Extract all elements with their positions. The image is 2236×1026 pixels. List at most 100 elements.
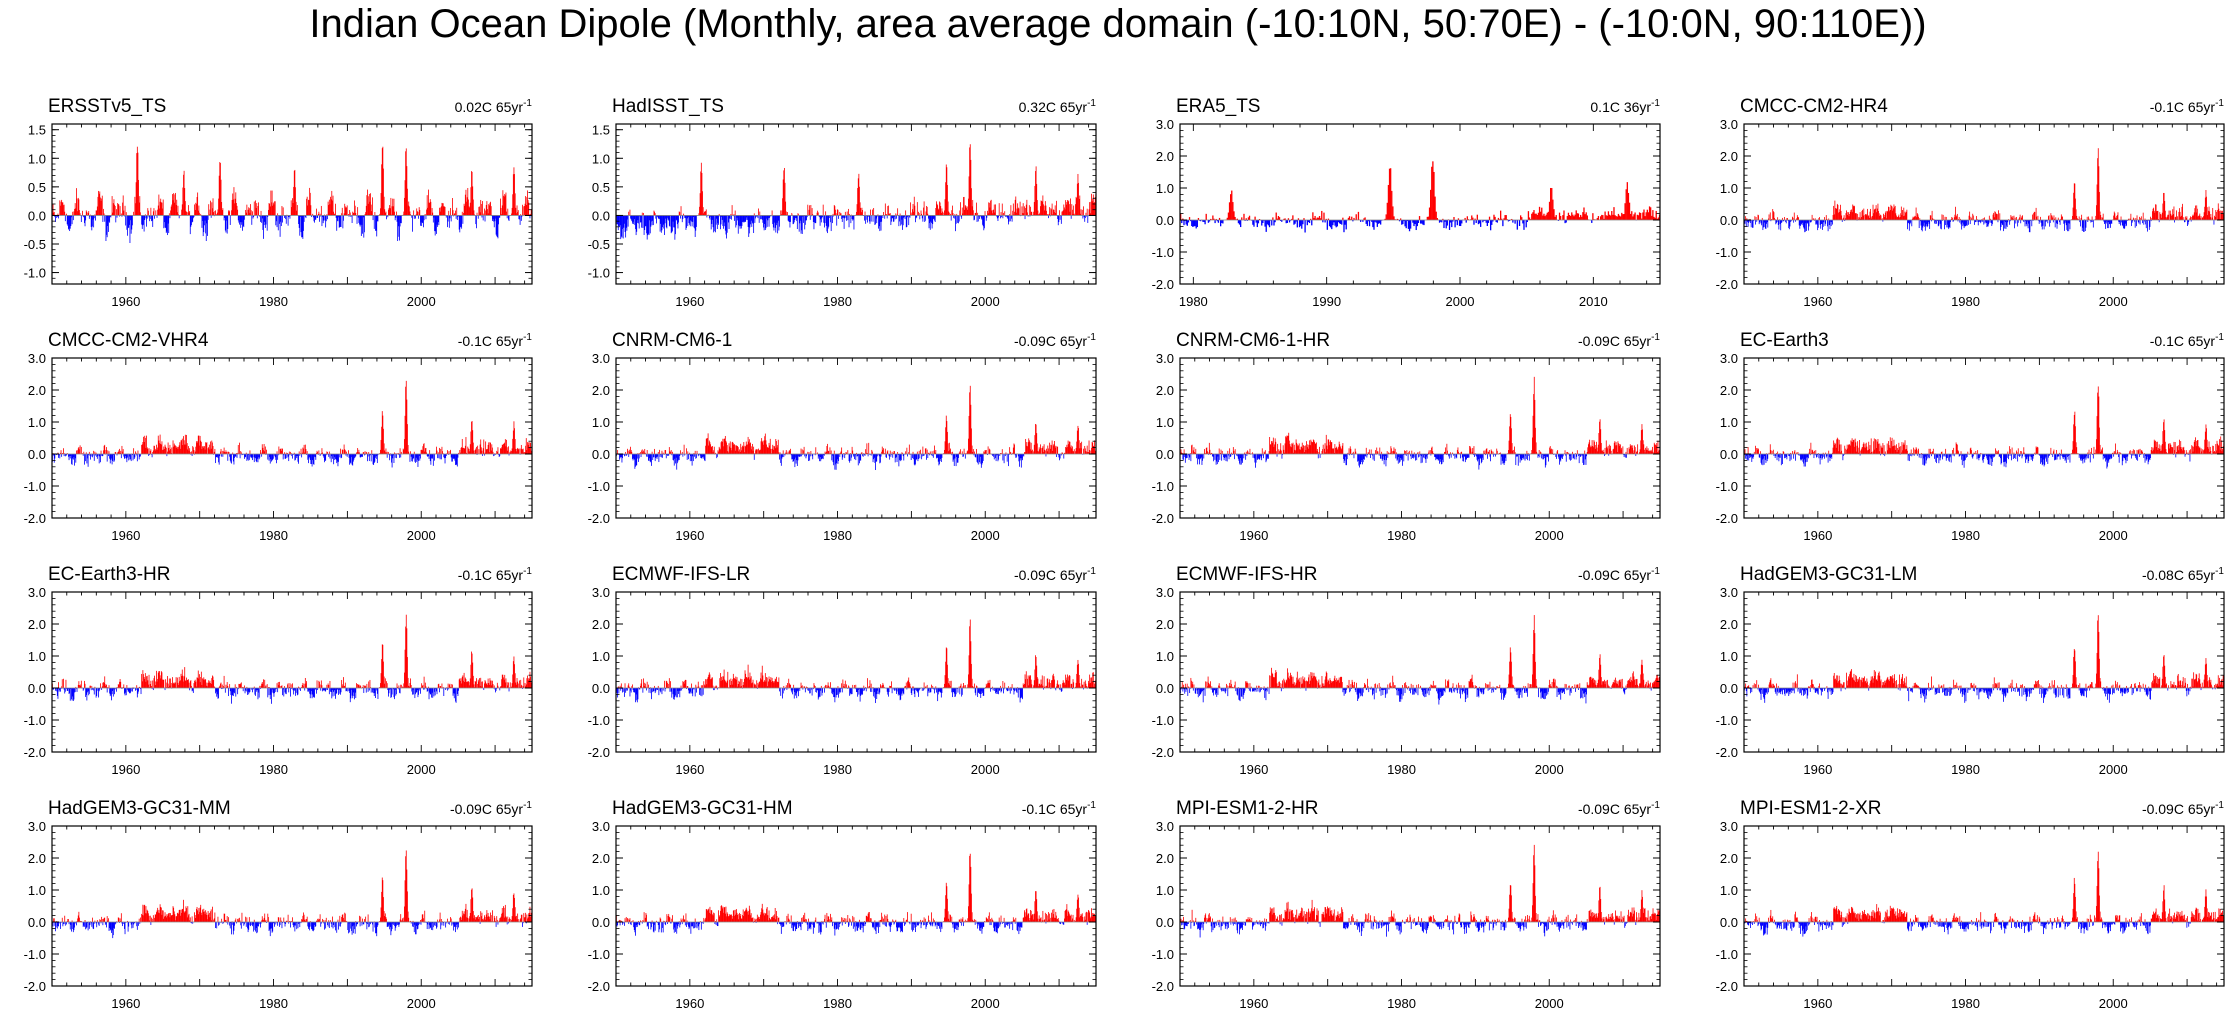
bar-positive (928, 452, 930, 454)
bar-negative (1057, 454, 1059, 455)
bar-positive (144, 435, 146, 454)
bar-positive (332, 200, 333, 216)
bar-positive (1916, 217, 1918, 220)
bar-positive (703, 213, 705, 216)
bar-positive (1900, 213, 1902, 220)
bar-negative (689, 215, 691, 225)
bar-negative (650, 215, 652, 227)
bar-positive (391, 206, 393, 216)
bar-positive (257, 206, 259, 216)
bar-negative (1776, 220, 1777, 224)
bar-negative (56, 215, 58, 218)
bar-positive (893, 451, 895, 454)
bar-negative (667, 454, 669, 456)
bar-positive (453, 213, 455, 216)
bar-negative (1001, 215, 1003, 218)
bar-positive (236, 205, 238, 216)
bar-positive (1061, 452, 1063, 454)
bar-positive (860, 212, 862, 216)
bar-positive (220, 162, 221, 216)
bar-positive (2203, 212, 2205, 220)
bar-negative (377, 454, 379, 456)
bar-negative (508, 454, 510, 456)
bar-positive (1040, 206, 1041, 216)
bar-positive (2211, 217, 2213, 220)
bar-positive (348, 214, 349, 216)
bar-negative (1745, 220, 1747, 227)
bar-positive (1897, 216, 1899, 220)
bar-negative (1203, 220, 1205, 222)
bar-negative (2029, 220, 2031, 233)
bar-negative (2134, 220, 2135, 222)
bar-positive (223, 451, 224, 454)
bar-positive (2071, 219, 2073, 220)
bar-negative (2125, 220, 2127, 227)
bar-positive (822, 204, 824, 216)
bar-negative (954, 454, 956, 459)
bar-positive (988, 202, 990, 216)
bar-positive (1026, 199, 1028, 216)
bar-negative (879, 454, 881, 464)
bar-negative (957, 454, 959, 463)
bar-positive (772, 444, 774, 454)
bar-positive (364, 451, 366, 454)
bar-positive (425, 447, 427, 454)
bar-positive (1041, 447, 1043, 454)
bar-positive (1500, 210, 1502, 220)
bar-positive (232, 193, 234, 216)
bar-negative (1764, 220, 1766, 229)
bar-positive (1348, 216, 1351, 220)
bar-negative (453, 215, 455, 217)
bar-positive (155, 448, 157, 454)
bar-negative (398, 215, 400, 237)
bar-negative (1202, 220, 1204, 222)
bar-negative (1959, 220, 1961, 223)
bar-positive (705, 209, 707, 216)
bar-positive (1891, 205, 1892, 220)
bar-positive (1033, 444, 1035, 454)
bar-positive (954, 214, 956, 216)
bar-negative (870, 215, 872, 222)
bar-positive (1092, 199, 1094, 216)
bar-negative (1987, 220, 1988, 227)
bar-positive (2055, 217, 2057, 220)
bar-positive (733, 444, 735, 454)
bar-negative (2079, 220, 2081, 223)
bar-positive (62, 202, 64, 216)
bar-negative (725, 215, 727, 235)
bar-negative (1753, 220, 1755, 221)
bar-positive (1576, 213, 1578, 220)
bar-positive (865, 449, 867, 454)
bar-positive (1585, 212, 1587, 220)
bar-negative (167, 215, 168, 236)
bar-positive (1608, 214, 1611, 220)
bar-negative (255, 454, 257, 462)
bar-positive (827, 450, 829, 454)
bar-negative (498, 454, 500, 457)
bar-positive (2222, 210, 2223, 220)
bar-negative (432, 454, 434, 458)
bar-negative (987, 454, 988, 456)
bar-positive (971, 188, 972, 216)
bar-negative (1352, 220, 1354, 222)
bar-negative (688, 215, 689, 218)
bar-positive (357, 448, 359, 454)
bar-positive (1792, 216, 1793, 220)
bar-negative (633, 215, 635, 220)
bar-negative (2065, 220, 2067, 226)
bar-negative (1375, 220, 1377, 223)
bar-positive (2215, 210, 2217, 220)
bar-positive (488, 452, 490, 454)
bar-positive (731, 442, 733, 454)
bar-negative (866, 215, 868, 220)
bar-positive (520, 214, 522, 216)
bar-positive (2198, 215, 2200, 220)
bar-positive (1657, 217, 1660, 220)
bar-positive (214, 448, 216, 454)
bar-positive (1318, 216, 1321, 220)
bar-negative (857, 454, 859, 466)
bar-positive (358, 449, 360, 454)
bar-positive (901, 452, 903, 454)
y-tick-label: -1.0 (1716, 245, 1738, 260)
